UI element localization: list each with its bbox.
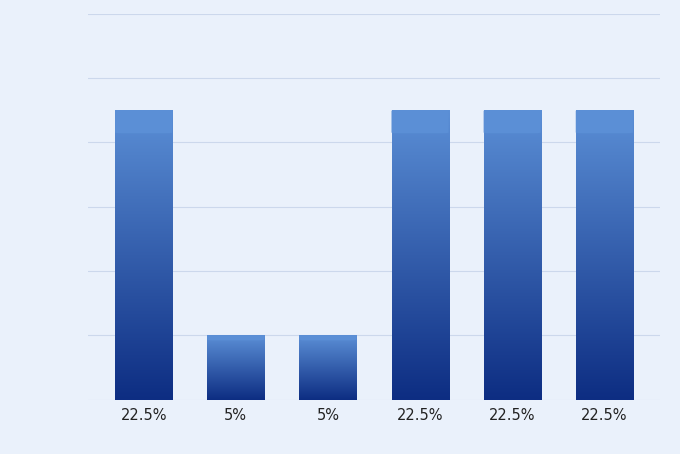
- FancyBboxPatch shape: [576, 110, 633, 133]
- FancyBboxPatch shape: [207, 335, 265, 340]
- FancyBboxPatch shape: [483, 110, 541, 133]
- FancyBboxPatch shape: [299, 335, 356, 340]
- FancyBboxPatch shape: [392, 110, 449, 133]
- FancyBboxPatch shape: [115, 110, 172, 133]
